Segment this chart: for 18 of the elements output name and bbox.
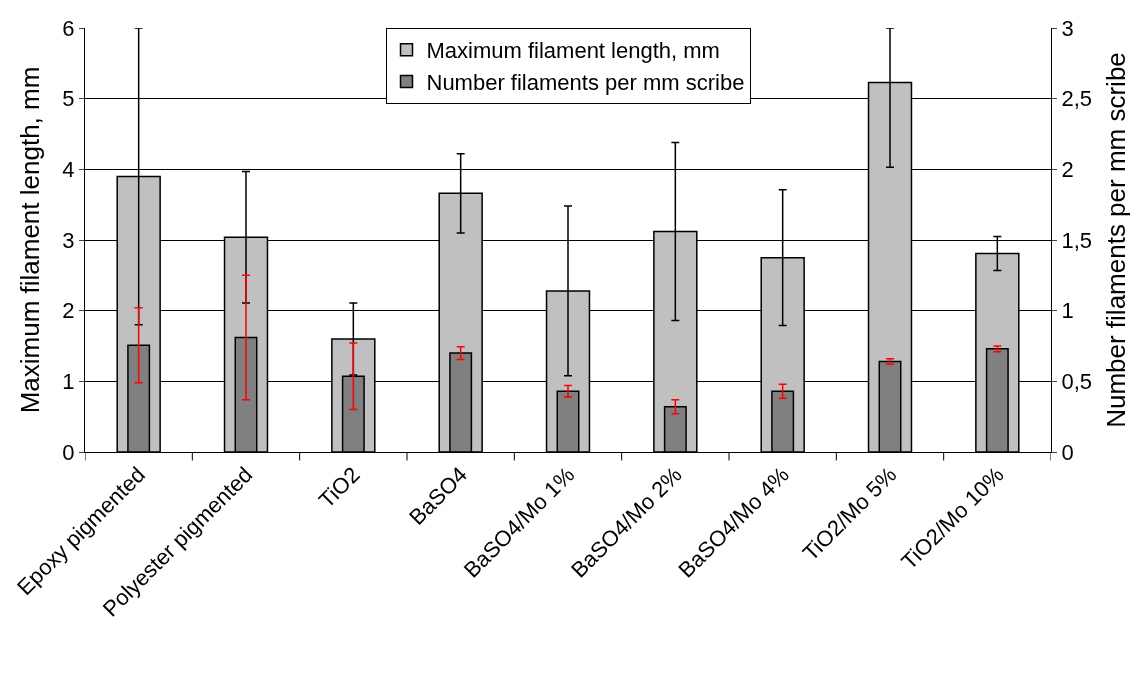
- y2-tick-label: 2: [1061, 157, 1074, 183]
- y2-tick-label: 0: [1061, 439, 1074, 465]
- y-axis-title: Maximum filament length, mm: [14, 66, 45, 414]
- y-tick-label: 1: [62, 369, 75, 395]
- y2-tick-label: 1,5: [1061, 227, 1092, 253]
- y2-tick-label: 0,5: [1061, 369, 1092, 395]
- y-tick-label: 6: [62, 15, 75, 41]
- legend-label: Number filaments per mm scribe: [426, 69, 745, 95]
- y2-tick-label: 1: [1061, 298, 1074, 324]
- y-tick-label: 4: [62, 157, 75, 183]
- y2-axis-title: Number filaments per mm scribe: [1100, 52, 1131, 428]
- y-tick-label: 0: [62, 439, 75, 465]
- legend-label: Maximum filament length, mm: [426, 38, 720, 64]
- y-tick-label: 2: [62, 298, 75, 324]
- y-tick-label: 3: [62, 227, 75, 253]
- y2-tick-label: 3: [1061, 15, 1074, 41]
- y-tick-label: 5: [62, 86, 75, 112]
- y2-tick-label: 2,5: [1061, 86, 1092, 112]
